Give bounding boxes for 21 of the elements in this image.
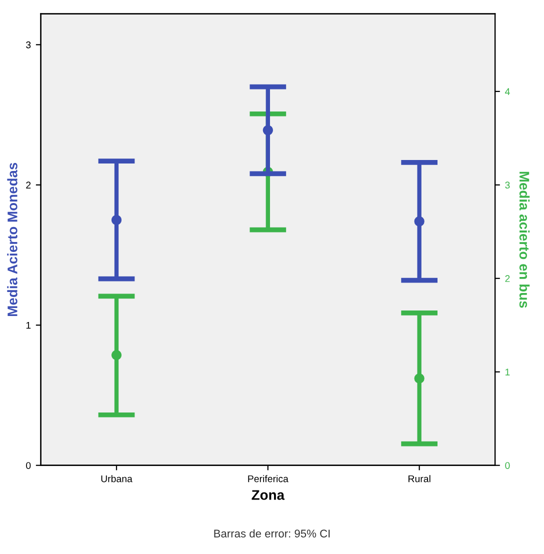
x-tick-label: Periferica xyxy=(248,475,288,482)
y2-tick-label: 4 xyxy=(504,88,510,95)
x-tick-label: Urbana xyxy=(101,475,132,482)
y-axis-title: Media Acierto Monedas xyxy=(7,162,18,316)
y2-tick-label: 2 xyxy=(505,275,510,282)
x-tick-label: Rural xyxy=(408,475,430,482)
y2-tick-label: 1 xyxy=(506,368,510,376)
text: Barras de error: 95% CI xyxy=(214,529,330,538)
y-tick-label: 2 xyxy=(26,182,31,188)
point xyxy=(111,350,122,360)
y-tick-label: 1 xyxy=(26,322,31,329)
point xyxy=(414,216,424,226)
x-axis-title: Zona xyxy=(252,490,285,500)
y2-tick-label: 3 xyxy=(505,182,510,189)
y-tick-label: 3 xyxy=(26,41,31,48)
point xyxy=(414,373,424,384)
point xyxy=(262,125,274,136)
point xyxy=(111,214,122,226)
y-tick-label: 0 xyxy=(26,462,31,469)
y2-tick-label: 0 xyxy=(505,462,510,469)
y2-axis-title: Media acierto en bus xyxy=(519,172,530,308)
